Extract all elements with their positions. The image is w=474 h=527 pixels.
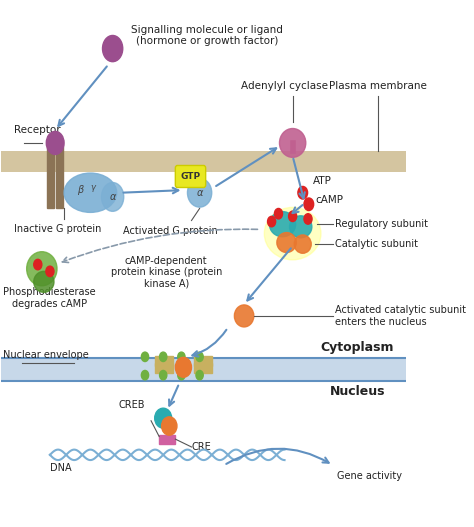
Text: Phosphodiesterase
degrades cAMP: Phosphodiesterase degrades cAMP <box>3 287 96 309</box>
Text: α: α <box>109 192 116 202</box>
Bar <box>193 363 212 373</box>
Circle shape <box>141 370 149 380</box>
Ellipse shape <box>64 173 117 212</box>
Ellipse shape <box>290 216 312 238</box>
Text: cAMP-dependent
protein kinase (protein
kinase A): cAMP-dependent protein kinase (protein k… <box>110 256 222 289</box>
Ellipse shape <box>294 235 311 253</box>
Circle shape <box>196 352 203 362</box>
Text: CREB: CREB <box>118 400 145 410</box>
Circle shape <box>267 216 276 227</box>
Text: CRE: CRE <box>191 442 211 452</box>
Text: cAMP: cAMP <box>315 194 343 204</box>
Circle shape <box>34 259 42 270</box>
Circle shape <box>304 214 312 224</box>
Ellipse shape <box>175 357 191 377</box>
Ellipse shape <box>280 129 306 158</box>
Circle shape <box>160 352 167 362</box>
Ellipse shape <box>162 417 177 435</box>
Text: DNA: DNA <box>50 463 72 473</box>
Circle shape <box>46 131 64 154</box>
Circle shape <box>289 211 297 221</box>
Text: Regulatory subunit: Regulatory subunit <box>335 219 428 229</box>
Bar <box>155 363 173 373</box>
Text: β: β <box>77 185 83 195</box>
Ellipse shape <box>234 305 254 327</box>
Text: γ: γ <box>90 183 95 192</box>
Circle shape <box>102 35 123 62</box>
Text: Activated catalytic subunit
enters the nucleus: Activated catalytic subunit enters the n… <box>335 305 466 327</box>
Ellipse shape <box>27 252 57 286</box>
Bar <box>155 356 173 366</box>
Circle shape <box>178 370 185 380</box>
FancyBboxPatch shape <box>175 165 206 188</box>
Text: Nucleus: Nucleus <box>329 385 385 398</box>
Text: Activated G protein: Activated G protein <box>123 226 218 236</box>
Circle shape <box>141 352 149 362</box>
Ellipse shape <box>34 271 54 292</box>
Text: ATP: ATP <box>313 175 332 186</box>
Text: Nuclear envelope: Nuclear envelope <box>3 350 89 360</box>
Ellipse shape <box>264 208 321 260</box>
Circle shape <box>298 187 308 199</box>
Text: Inactive G protein: Inactive G protein <box>14 224 101 234</box>
Ellipse shape <box>277 232 296 252</box>
Text: α: α <box>196 188 203 198</box>
Circle shape <box>196 370 203 380</box>
Text: Adenylyl cyclase: Adenylyl cyclase <box>241 81 328 91</box>
Text: Receptor: Receptor <box>14 125 60 135</box>
Text: Catalytic subunit: Catalytic subunit <box>335 239 418 249</box>
Circle shape <box>178 352 185 362</box>
Bar <box>47 145 54 209</box>
Bar <box>159 435 175 444</box>
Bar <box>56 145 63 209</box>
Bar <box>1 151 406 172</box>
Circle shape <box>46 266 54 277</box>
Text: Gene activity: Gene activity <box>337 471 402 481</box>
Bar <box>1 358 406 382</box>
Circle shape <box>160 370 167 380</box>
Ellipse shape <box>269 212 296 237</box>
Text: Plasma membrane: Plasma membrane <box>328 81 427 91</box>
Bar <box>193 356 212 366</box>
Text: Signalling molecule or ligand
(hormone or growth factor): Signalling molecule or ligand (hormone o… <box>131 25 283 46</box>
Text: Cytoplasm: Cytoplasm <box>320 341 394 354</box>
Ellipse shape <box>101 182 124 211</box>
Ellipse shape <box>187 178 212 207</box>
Ellipse shape <box>155 408 172 428</box>
Circle shape <box>304 198 314 211</box>
Circle shape <box>274 209 283 219</box>
Text: GTP: GTP <box>181 172 201 181</box>
